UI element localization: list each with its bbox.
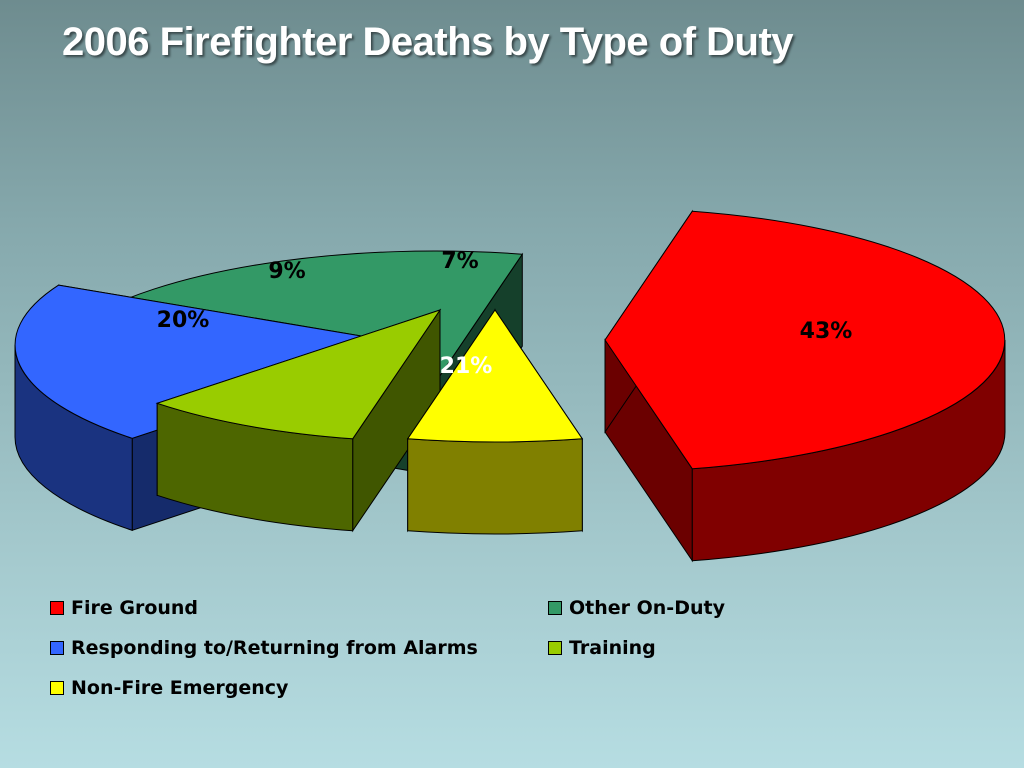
legend-swatch-fire-ground [50,601,64,615]
pie-slice-top-responding-to-returning-from-alarms [14,284,416,439]
pie-slice-top-training [155,309,442,440]
data-label-training: 9% [268,259,305,284]
legend-label-other-on-duty: Other On-Duty [569,597,725,619]
pie-slice-non-fire-emergency [406,308,584,535]
pie-slice-side-non-fire-emergency-0 [407,438,583,535]
legend-item-responding: Responding to/Returning from Alarms [50,637,478,659]
data-label-non-fire-emergency: 7% [441,249,478,274]
legend-swatch-responding [50,641,64,655]
data-label-fire-ground: 43% [800,319,853,344]
legend-item-fire-ground: Fire Ground [50,597,198,619]
legend-item-other-on-duty: Other On-Duty [548,597,725,619]
legend-label-fire-ground: Fire Ground [71,597,199,619]
legend-label-training: Training [569,637,656,659]
legend-item-training: Training [548,637,656,659]
legend-label-non-fire-emergency: Non-Fire Emergency [71,677,289,699]
legend-swatch-training [548,641,562,655]
data-label-responding-to-returning-from-alarms: 20% [157,308,210,333]
legend-label-responding: Responding to/Returning from Alarms [71,637,478,659]
legend-swatch-non-fire-emergency [50,681,64,695]
pie-slice-top-fire-ground [604,210,1006,470]
legend-item-non-fire-emergency: Non-Fire Emergency [50,677,288,699]
data-label-other-on-duty: 21% [440,354,493,379]
legend-swatch-other-on-duty [548,601,562,615]
pie-slice-training [155,308,442,533]
chart-title: 2006 Firefighter Deaths by Type of Duty [62,20,794,64]
pie-slice-fire-ground [604,209,1006,563]
pie-slice-top-non-fire-emergency [406,309,584,443]
